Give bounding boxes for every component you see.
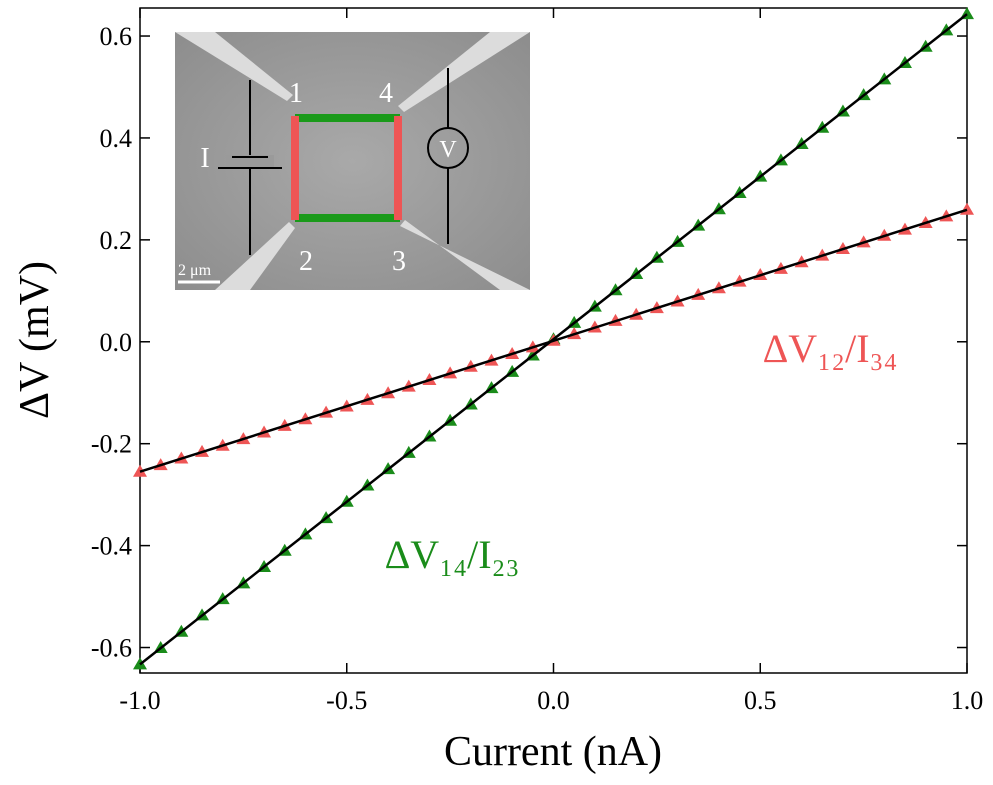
x-tick-label: 0.5 [744, 686, 777, 715]
fit-line [139, 13, 968, 666]
plot: -1.0 -0.5 0.0 0.5 1.0 -0.6 -0.4 -0.2 0.0 0.2 0.4 0.… [91, 7, 983, 715]
x-tick-label: 1.0 [951, 686, 984, 715]
series-annotation: ΔV₁₂/I₃₄ [763, 326, 898, 371]
voltmeter-label: V [439, 137, 457, 163]
current-label: I [200, 143, 209, 174]
y-tick-label: 0.2 [100, 226, 133, 255]
x-tick-label: -1.0 [119, 686, 160, 715]
probe [175, 32, 293, 101]
inset-image: V I 1 2 3 4 2 μm [175, 32, 530, 290]
y-tick-label: 0.4 [100, 124, 133, 153]
probe [215, 222, 295, 290]
y-tick-label: -0.2 [91, 430, 132, 459]
y-tick-label: 0.6 [100, 22, 133, 51]
x-tick-label: -0.5 [326, 686, 367, 715]
series-annotation: ΔV₁₄/I₂₃ [385, 532, 520, 577]
y-tick-label: 0.0 [100, 328, 133, 357]
triangle-marker [960, 202, 974, 215]
voltmeter [427, 127, 469, 169]
contact-label: 3 [392, 246, 406, 277]
contact-label: 1 [289, 78, 303, 109]
contact-label: 2 [299, 246, 313, 277]
probe [400, 220, 530, 290]
fit-line [139, 208, 968, 473]
plot-frame [139, 7, 968, 674]
y-tick-label: -0.4 [91, 532, 132, 561]
y-tick-label: -0.6 [91, 634, 132, 663]
battery-gap [226, 155, 274, 169]
contact-label: 4 [379, 78, 393, 109]
probe [398, 32, 530, 112]
scale-bar-label: 2 μm [178, 262, 212, 279]
x-tick-label: 0.0 [537, 686, 570, 715]
y-axis-title: ΔV (mV) [12, 261, 58, 419]
x-axis-title: Current (nA) [444, 729, 662, 775]
